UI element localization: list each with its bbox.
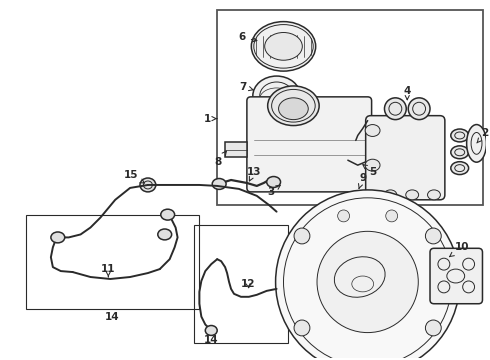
Text: 5: 5 <box>363 165 376 177</box>
Ellipse shape <box>278 98 308 120</box>
Ellipse shape <box>365 125 380 136</box>
Text: 2: 2 <box>477 129 489 143</box>
Ellipse shape <box>365 159 380 171</box>
Ellipse shape <box>406 190 418 200</box>
Text: 11: 11 <box>101 264 116 277</box>
Ellipse shape <box>51 232 65 243</box>
Ellipse shape <box>205 325 217 336</box>
Ellipse shape <box>268 86 319 126</box>
Text: 6: 6 <box>239 32 257 42</box>
Ellipse shape <box>265 32 302 60</box>
Ellipse shape <box>428 190 441 200</box>
Text: 15: 15 <box>123 170 145 183</box>
Bar <box>195 225 289 343</box>
Circle shape <box>294 228 310 244</box>
Ellipse shape <box>140 178 156 192</box>
Ellipse shape <box>251 22 316 71</box>
Bar <box>225 143 247 157</box>
Ellipse shape <box>466 125 487 162</box>
Ellipse shape <box>451 162 468 175</box>
Circle shape <box>386 210 397 222</box>
Bar <box>217 10 484 205</box>
Ellipse shape <box>451 129 468 142</box>
Circle shape <box>294 320 310 336</box>
Ellipse shape <box>451 146 468 159</box>
Ellipse shape <box>253 76 300 116</box>
Circle shape <box>317 231 418 333</box>
Text: 14: 14 <box>204 336 219 345</box>
Ellipse shape <box>158 229 172 240</box>
Circle shape <box>425 320 441 336</box>
FancyBboxPatch shape <box>430 248 483 304</box>
Text: 4: 4 <box>404 86 411 100</box>
Circle shape <box>425 228 441 244</box>
Ellipse shape <box>161 209 174 220</box>
Text: 8: 8 <box>214 151 226 167</box>
Ellipse shape <box>212 179 226 189</box>
FancyBboxPatch shape <box>247 97 371 192</box>
Ellipse shape <box>385 98 406 120</box>
Circle shape <box>275 190 460 360</box>
Text: 12: 12 <box>241 279 255 289</box>
Ellipse shape <box>267 176 281 188</box>
Bar <box>26 215 199 309</box>
Text: 10: 10 <box>449 242 469 257</box>
Text: 13: 13 <box>246 167 261 181</box>
Circle shape <box>338 210 349 222</box>
Ellipse shape <box>384 190 397 200</box>
Ellipse shape <box>408 98 430 120</box>
Text: 3: 3 <box>267 185 280 197</box>
Text: 7: 7 <box>240 82 253 92</box>
Text: 14: 14 <box>105 312 120 321</box>
FancyBboxPatch shape <box>366 116 445 200</box>
Text: 1: 1 <box>204 114 217 123</box>
Text: 9: 9 <box>359 173 366 189</box>
